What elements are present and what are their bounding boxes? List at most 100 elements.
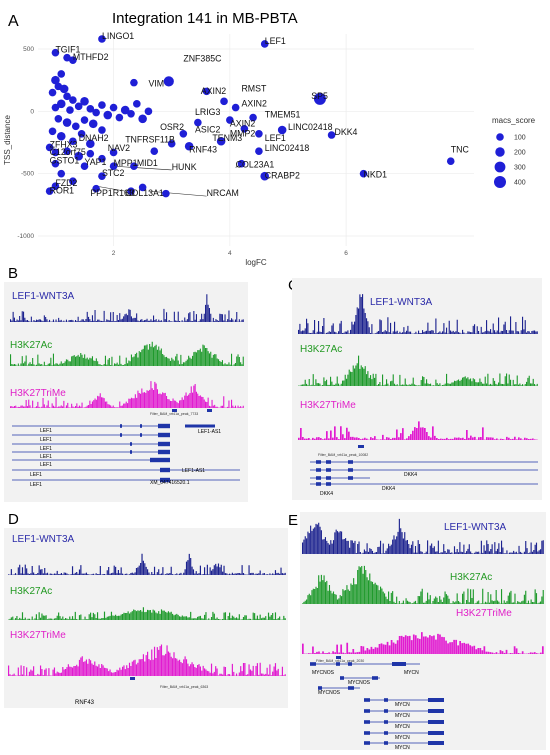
gene-label: FZD2	[55, 178, 77, 188]
scatter-point	[260, 40, 269, 48]
gene-name-label: MYCN	[404, 670, 419, 676]
peak-label-e: Filter_BAM_vrt41a_peak_2030	[316, 659, 364, 663]
scatter-point	[184, 141, 194, 151]
panel-c-background	[292, 278, 542, 500]
track-label-lef1-d: LEF1-WNT3A	[12, 534, 75, 545]
exon	[316, 482, 321, 486]
scatter-point	[92, 108, 100, 117]
exon	[428, 709, 444, 713]
scatter-point	[51, 148, 60, 157]
scatter-point	[63, 147, 71, 156]
scatter-point	[194, 118, 202, 127]
scatter-point	[80, 97, 89, 106]
track-label-h3k27ac-e: H3K27Ac	[450, 572, 492, 583]
scatter-point	[74, 151, 83, 161]
exon	[326, 460, 331, 464]
exon	[120, 424, 122, 428]
exon	[364, 698, 370, 702]
legend-size-marker	[496, 133, 504, 141]
scatter-point	[249, 113, 257, 122]
scatter-point	[66, 106, 74, 114]
scatter-point	[138, 183, 147, 192]
gene-label: SP5	[311, 91, 328, 101]
gene-name-label: MYCNOS	[318, 690, 341, 696]
plot-area	[38, 34, 474, 246]
gene-name-label: MYCN	[395, 735, 410, 741]
gene-label: PPP1R16B	[90, 188, 135, 198]
panel-d-letter: D	[8, 511, 19, 528]
scatter-point	[54, 115, 63, 123]
scatter-point	[127, 110, 135, 118]
scatter-point	[240, 124, 249, 133]
scatter-point	[103, 110, 113, 120]
scatter-point	[231, 103, 240, 112]
chart-title: Integration 141 in MB-PBTA	[112, 10, 298, 27]
peak-marker	[207, 409, 212, 412]
exon	[348, 476, 353, 480]
exon	[326, 482, 331, 486]
track-label-lef1-e: LEF1-WNT3A	[444, 522, 507, 533]
gene-label: MID1	[137, 158, 158, 168]
label-leaders	[96, 163, 242, 197]
scatter-point	[109, 148, 118, 157]
scatter-point	[48, 127, 57, 136]
scatter-point	[56, 131, 66, 141]
scatter-point	[98, 172, 106, 180]
legend-size-marker	[494, 176, 506, 188]
exon	[316, 476, 321, 480]
scatter-point	[313, 92, 326, 105]
exon	[336, 662, 340, 666]
y-tick-label: 500	[23, 46, 34, 53]
gene-label: RMST	[241, 83, 267, 93]
gene-label: AXIN2	[241, 98, 267, 108]
gene-label: COL23A1	[236, 159, 275, 169]
gene-label: LEF1	[265, 133, 286, 143]
legend-size-label: 100	[514, 135, 526, 142]
gene-name-label: LEF1	[40, 454, 52, 460]
exon	[340, 676, 344, 680]
gene-name-label: MYCN	[395, 713, 410, 719]
exon	[348, 468, 353, 472]
gene-label: RNF43	[189, 144, 217, 154]
gene-label: TGIF1	[55, 45, 80, 55]
exon	[150, 457, 170, 463]
exon	[158, 449, 170, 455]
gene-name-label: MYCN	[395, 745, 410, 751]
scatter-point	[144, 107, 153, 116]
scatter-point	[167, 139, 176, 148]
panel-a-letter: A	[8, 13, 19, 30]
scatter-point	[51, 159, 60, 168]
scatter-point	[446, 157, 455, 165]
scatter-point	[62, 118, 72, 127]
scatter-point	[109, 103, 118, 112]
gene-label: AXIN2	[201, 86, 227, 96]
exon	[326, 468, 331, 472]
gene-label: GSTO1	[50, 156, 80, 166]
y-tick-label: -500	[21, 171, 34, 178]
scatter-point	[98, 35, 106, 43]
y-tick-label: 0	[30, 108, 34, 115]
scatter-point	[98, 154, 106, 163]
track-label-lef1-b: LEF1-WNT3A	[12, 291, 75, 302]
scatter-point	[71, 122, 80, 131]
scatter-point	[255, 129, 263, 138]
peak-marker	[336, 656, 341, 659]
gene-label: TNFRSF11B	[125, 134, 175, 144]
exon	[364, 720, 370, 724]
legend-title: macs_score	[492, 116, 536, 125]
peak-label-d: Filter_BAM_vrt41a_peak_6363	[160, 685, 208, 689]
scatter-point	[255, 147, 263, 156]
exon	[318, 686, 322, 690]
legend-size-marker	[494, 161, 506, 173]
gene-name-label: RNF43	[75, 700, 95, 706]
gene-name-label: DKK4	[382, 486, 395, 492]
gene-label: VIM	[148, 78, 164, 88]
panel-a: A Integration 141 in MB-PBTA 2 4 6 500 0 -500…	[3, 10, 536, 267]
gene-name-label: MYCNOS	[348, 680, 371, 686]
scatter-point	[237, 159, 246, 168]
exon	[348, 662, 352, 666]
exon	[384, 720, 388, 724]
scatter-point	[63, 53, 71, 62]
scatter-point	[150, 147, 159, 156]
